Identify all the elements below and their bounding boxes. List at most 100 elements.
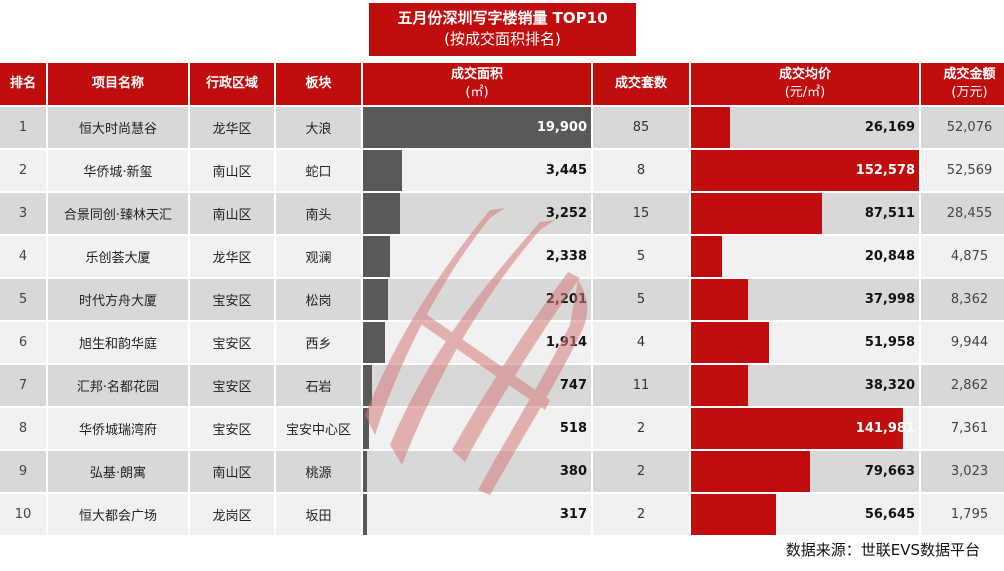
area-value: 518 xyxy=(559,421,587,436)
area-value: 317 xyxy=(559,507,587,522)
title-line-2: (按成交面积排名) xyxy=(444,30,561,48)
area-value: 3,252 xyxy=(545,206,587,221)
cell-units: 2 xyxy=(593,451,689,492)
cell-units: 85 xyxy=(593,107,689,148)
sales-table: 排名 项目名称 行政区域 板块 成交面积 (㎡) 成交套数 成交均价 (元/㎡) 成… xyxy=(0,61,1004,537)
header-amount: 成交金额 (万元) xyxy=(921,63,1004,105)
cell-area: 3,445 xyxy=(363,150,591,191)
area-value: 747 xyxy=(559,378,587,393)
cell-project-name: 恒大时尚慧谷 xyxy=(48,107,188,148)
table-row: 6 旭生和韵华庭 宝安区 西乡 1,914 4 51,958 9,944 xyxy=(0,322,1004,363)
cell-amount: 3,023 xyxy=(921,451,1004,492)
cell-project-name: 华侨城·新玺 xyxy=(48,150,188,191)
header-area-label: 成交面积 xyxy=(450,67,503,82)
cell-subarea: 石岩 xyxy=(276,365,361,406)
table-row: 1 恒大时尚慧谷 龙华区 大浪 19,900 85 26,169 52,076 xyxy=(0,107,1004,148)
data-source-note: 数据来源：世联EVS数据平台 xyxy=(785,541,980,559)
cell-district: 宝安区 xyxy=(190,365,274,406)
header-row: 排名 项目名称 行政区域 板块 成交面积 (㎡) 成交套数 成交均价 (元/㎡) 成… xyxy=(0,63,1004,105)
price-value: 87,511 xyxy=(864,206,915,221)
cell-subarea: 观澜 xyxy=(276,236,361,277)
cell-area: 2,338 xyxy=(363,236,591,277)
cell-district: 龙岗区 xyxy=(190,494,274,535)
cell-subarea: 宝安中心区 xyxy=(276,408,361,449)
cell-subarea: 南头 xyxy=(276,193,361,234)
header-price: 成交均价 (元/㎡) xyxy=(691,63,919,105)
cell-project-name: 旭生和韵华庭 xyxy=(48,322,188,363)
cell-units: 11 xyxy=(593,365,689,406)
cell-units: 4 xyxy=(593,322,689,363)
cell-units: 15 xyxy=(593,193,689,234)
cell-district: 龙华区 xyxy=(190,107,274,148)
cell-units: 5 xyxy=(593,279,689,320)
table-row: 7 汇邦·名都花园 宝安区 石岩 747 11 38,320 2,862 xyxy=(0,365,1004,406)
area-bar xyxy=(363,408,369,449)
cell-rank: 4 xyxy=(0,236,46,277)
chart-title: 五月份深圳写字楼销量 TOP10 (按成交面积排名) xyxy=(369,3,636,56)
cell-district: 南山区 xyxy=(190,150,274,191)
cell-price: 37,998 xyxy=(691,279,919,320)
cell-price: 141,981 xyxy=(691,408,919,449)
header-amount-unit: (万元) xyxy=(951,85,988,100)
price-bar xyxy=(691,279,748,320)
price-bar xyxy=(691,408,904,449)
cell-price: 51,958 xyxy=(691,322,919,363)
table-row: 8 华侨城瑞湾府 宝安区 宝安中心区 518 2 141,981 7,361 xyxy=(0,408,1004,449)
cell-price: 38,320 xyxy=(691,365,919,406)
area-bar xyxy=(363,322,385,363)
cell-amount: 2,862 xyxy=(921,365,1004,406)
header-area-unit: (㎡) xyxy=(465,85,489,100)
cell-price: 20,848 xyxy=(691,236,919,277)
cell-area: 317 xyxy=(363,494,591,535)
area-value: 2,201 xyxy=(545,292,587,307)
cell-units: 5 xyxy=(593,236,689,277)
cell-project-name: 乐创荟大厦 xyxy=(48,236,188,277)
table-row: 5 时代方舟大厦 宝安区 松岗 2,201 5 37,998 8,362 xyxy=(0,279,1004,320)
cell-rank: 5 xyxy=(0,279,46,320)
cell-area: 518 xyxy=(363,408,591,449)
area-bar xyxy=(363,279,389,320)
cell-project-name: 恒大都会广场 xyxy=(48,494,188,535)
table-row: 3 合景同创·臻林天汇 南山区 南头 3,252 15 87,511 28,455 xyxy=(0,193,1004,234)
area-bar xyxy=(363,494,367,535)
price-value: 37,998 xyxy=(864,292,915,307)
cell-project-name: 华侨城瑞湾府 xyxy=(48,408,188,449)
cell-price: 56,645 xyxy=(691,494,919,535)
price-value: 152,578 xyxy=(855,163,915,178)
header-rank: 排名 xyxy=(0,63,46,105)
header-area: 成交面积 (㎡) xyxy=(363,63,591,105)
price-bar xyxy=(691,236,723,277)
cell-units: 8 xyxy=(593,150,689,191)
cell-subarea: 蛇口 xyxy=(276,150,361,191)
price-value: 51,958 xyxy=(864,335,915,350)
cell-area: 3,252 xyxy=(363,193,591,234)
cell-district: 宝安区 xyxy=(190,279,274,320)
cell-price: 152,578 xyxy=(691,150,919,191)
header-units: 成交套数 xyxy=(593,63,689,105)
cell-project-name: 时代方舟大厦 xyxy=(48,279,188,320)
area-value: 380 xyxy=(559,464,587,479)
cell-amount: 1,795 xyxy=(921,494,1004,535)
price-bar xyxy=(691,322,769,363)
area-value: 2,338 xyxy=(545,249,587,264)
cell-units: 2 xyxy=(593,408,689,449)
price-bar xyxy=(691,494,776,535)
area-value: 3,445 xyxy=(545,163,587,178)
price-value: 20,848 xyxy=(864,249,915,264)
price-value: 38,320 xyxy=(864,378,915,393)
cell-rank: 6 xyxy=(0,322,46,363)
table-row: 9 弘基·朗寓 南山区 桃源 380 2 79,663 3,023 xyxy=(0,451,1004,492)
cell-rank: 2 xyxy=(0,150,46,191)
cell-district: 南山区 xyxy=(190,451,274,492)
header-district: 行政区域 xyxy=(190,63,274,105)
area-bar xyxy=(363,236,390,277)
area-bar xyxy=(363,107,591,148)
price-bar xyxy=(691,150,919,191)
cell-amount: 7,361 xyxy=(921,408,1004,449)
header-price-unit: (元/㎡) xyxy=(784,85,826,100)
price-bar xyxy=(691,451,811,492)
cell-units: 2 xyxy=(593,494,689,535)
cell-project-name: 弘基·朗寓 xyxy=(48,451,188,492)
cell-area: 19,900 xyxy=(363,107,591,148)
cell-rank: 7 xyxy=(0,365,46,406)
